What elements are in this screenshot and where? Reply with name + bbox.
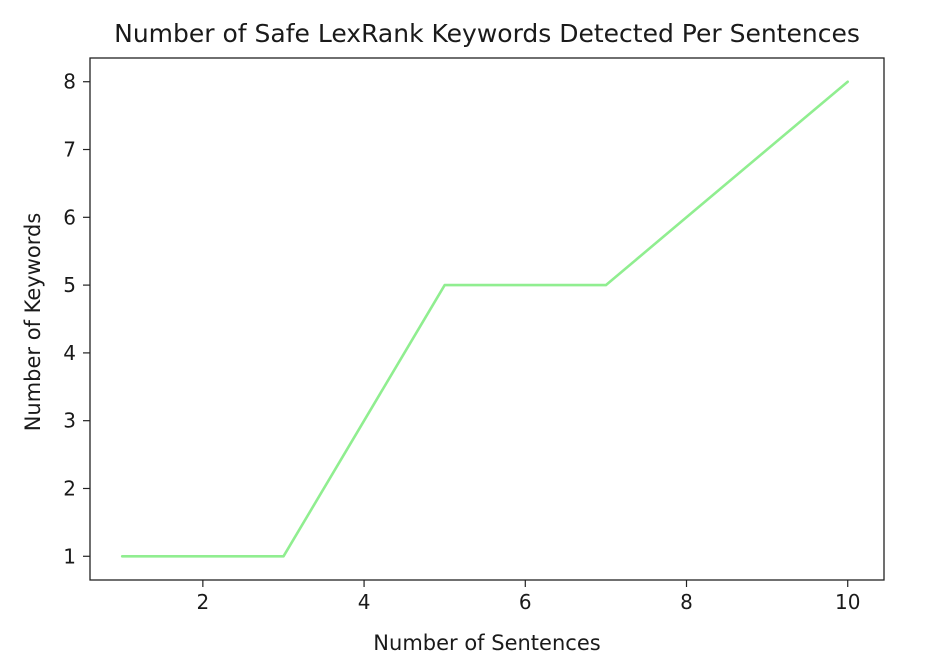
y-tick-label: 2	[63, 476, 76, 500]
x-tick-label: 2	[196, 590, 209, 614]
x-tick-label: 4	[358, 590, 371, 614]
y-tick-label: 1	[63, 544, 76, 568]
plot-frame	[89, 57, 885, 581]
x-tick-label: 8	[680, 590, 693, 614]
plot-area	[120, 80, 850, 558]
y-tick-label: 4	[63, 341, 76, 365]
y-tick-label: 5	[63, 273, 76, 297]
y-tick-label: 3	[63, 409, 76, 433]
x-tick-label: 6	[519, 590, 532, 614]
y-axis: 1 2 3 4 5 6 7 8	[63, 70, 90, 568]
x-tick-label: 10	[835, 590, 860, 614]
x-axis-label: Number of Sentences	[373, 631, 600, 655]
y-tick-label: 6	[63, 205, 76, 229]
series-line	[120, 80, 850, 558]
chart-title: Number of Safe LexRank Keywords Detected…	[114, 19, 860, 48]
y-tick-label: 8	[63, 70, 76, 94]
y-axis-label: Number of Keywords	[21, 213, 45, 432]
x-axis: 2 4 6 8 10	[196, 580, 860, 614]
y-tick-label: 7	[63, 138, 76, 162]
